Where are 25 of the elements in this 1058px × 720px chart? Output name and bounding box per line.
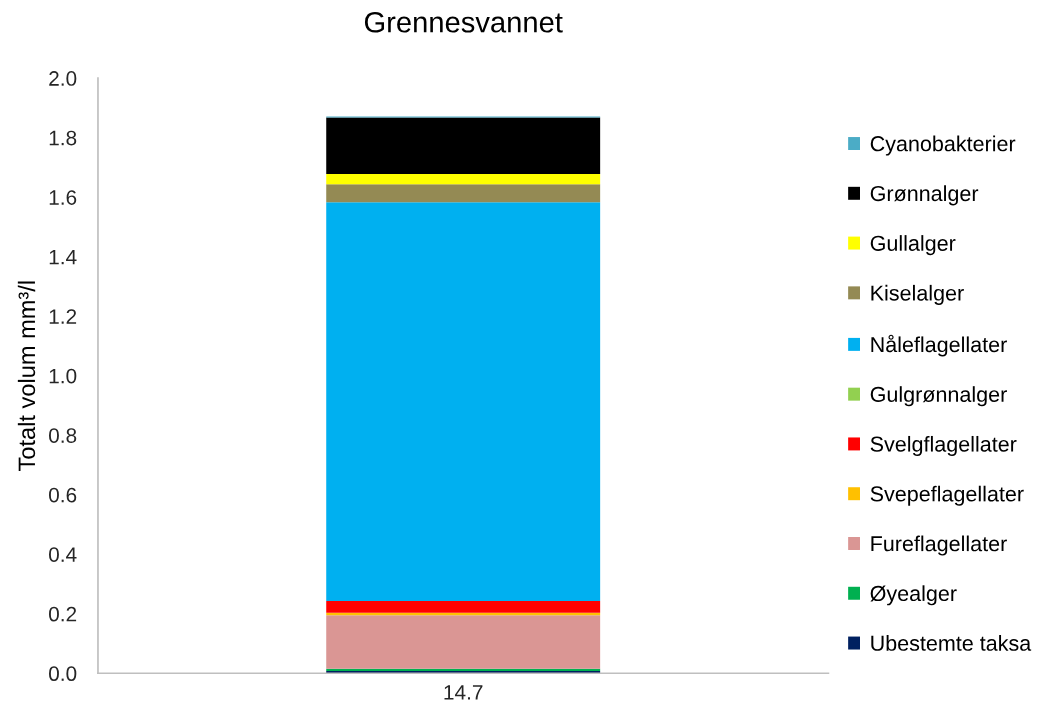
y-tick-label: 1.0 [49, 368, 77, 384]
y-tick-label: 0.0 [48, 666, 77, 682]
legend-label: Grønnalger [870, 185, 979, 206]
legend-label: Ubestemte taksa [871, 635, 1032, 651]
legend-label: Svepeflagellater [870, 485, 1024, 506]
legend-label: Gulgrønnalger [870, 386, 1007, 407]
legend-label: Kiselalger [871, 284, 964, 305]
y-tick-label: 1.2 [49, 309, 77, 324]
y-tick-label: 1.8 [49, 130, 77, 146]
y-tick-label: 0.2 [48, 606, 77, 622]
legend-label: Nåleflagellater [871, 334, 1007, 357]
y-tick-label: 0.4 [48, 547, 77, 562]
legend-label: Øyealger [870, 585, 957, 606]
legend-label: Gullalger [870, 235, 956, 256]
y-tick-label: 1.4 [49, 249, 77, 265]
legend-label: Fureflagellater [871, 535, 1007, 556]
legend-label: Svelgflagellater [870, 435, 1017, 457]
y-tick-label: 0.6 [48, 487, 77, 503]
legend-label: Cyanobakterier [870, 135, 1016, 156]
y-tick-label: 0.8 [48, 428, 77, 443]
chart-title: Grennesvannet [364, 11, 563, 33]
x-tick-label: 14.7 [444, 685, 483, 700]
y-axis-title: Totalt volum mm³/l [17, 281, 36, 471]
y-tick-label: 2.0 [49, 71, 77, 86]
y-tick-label: 1.6 [49, 190, 77, 205]
